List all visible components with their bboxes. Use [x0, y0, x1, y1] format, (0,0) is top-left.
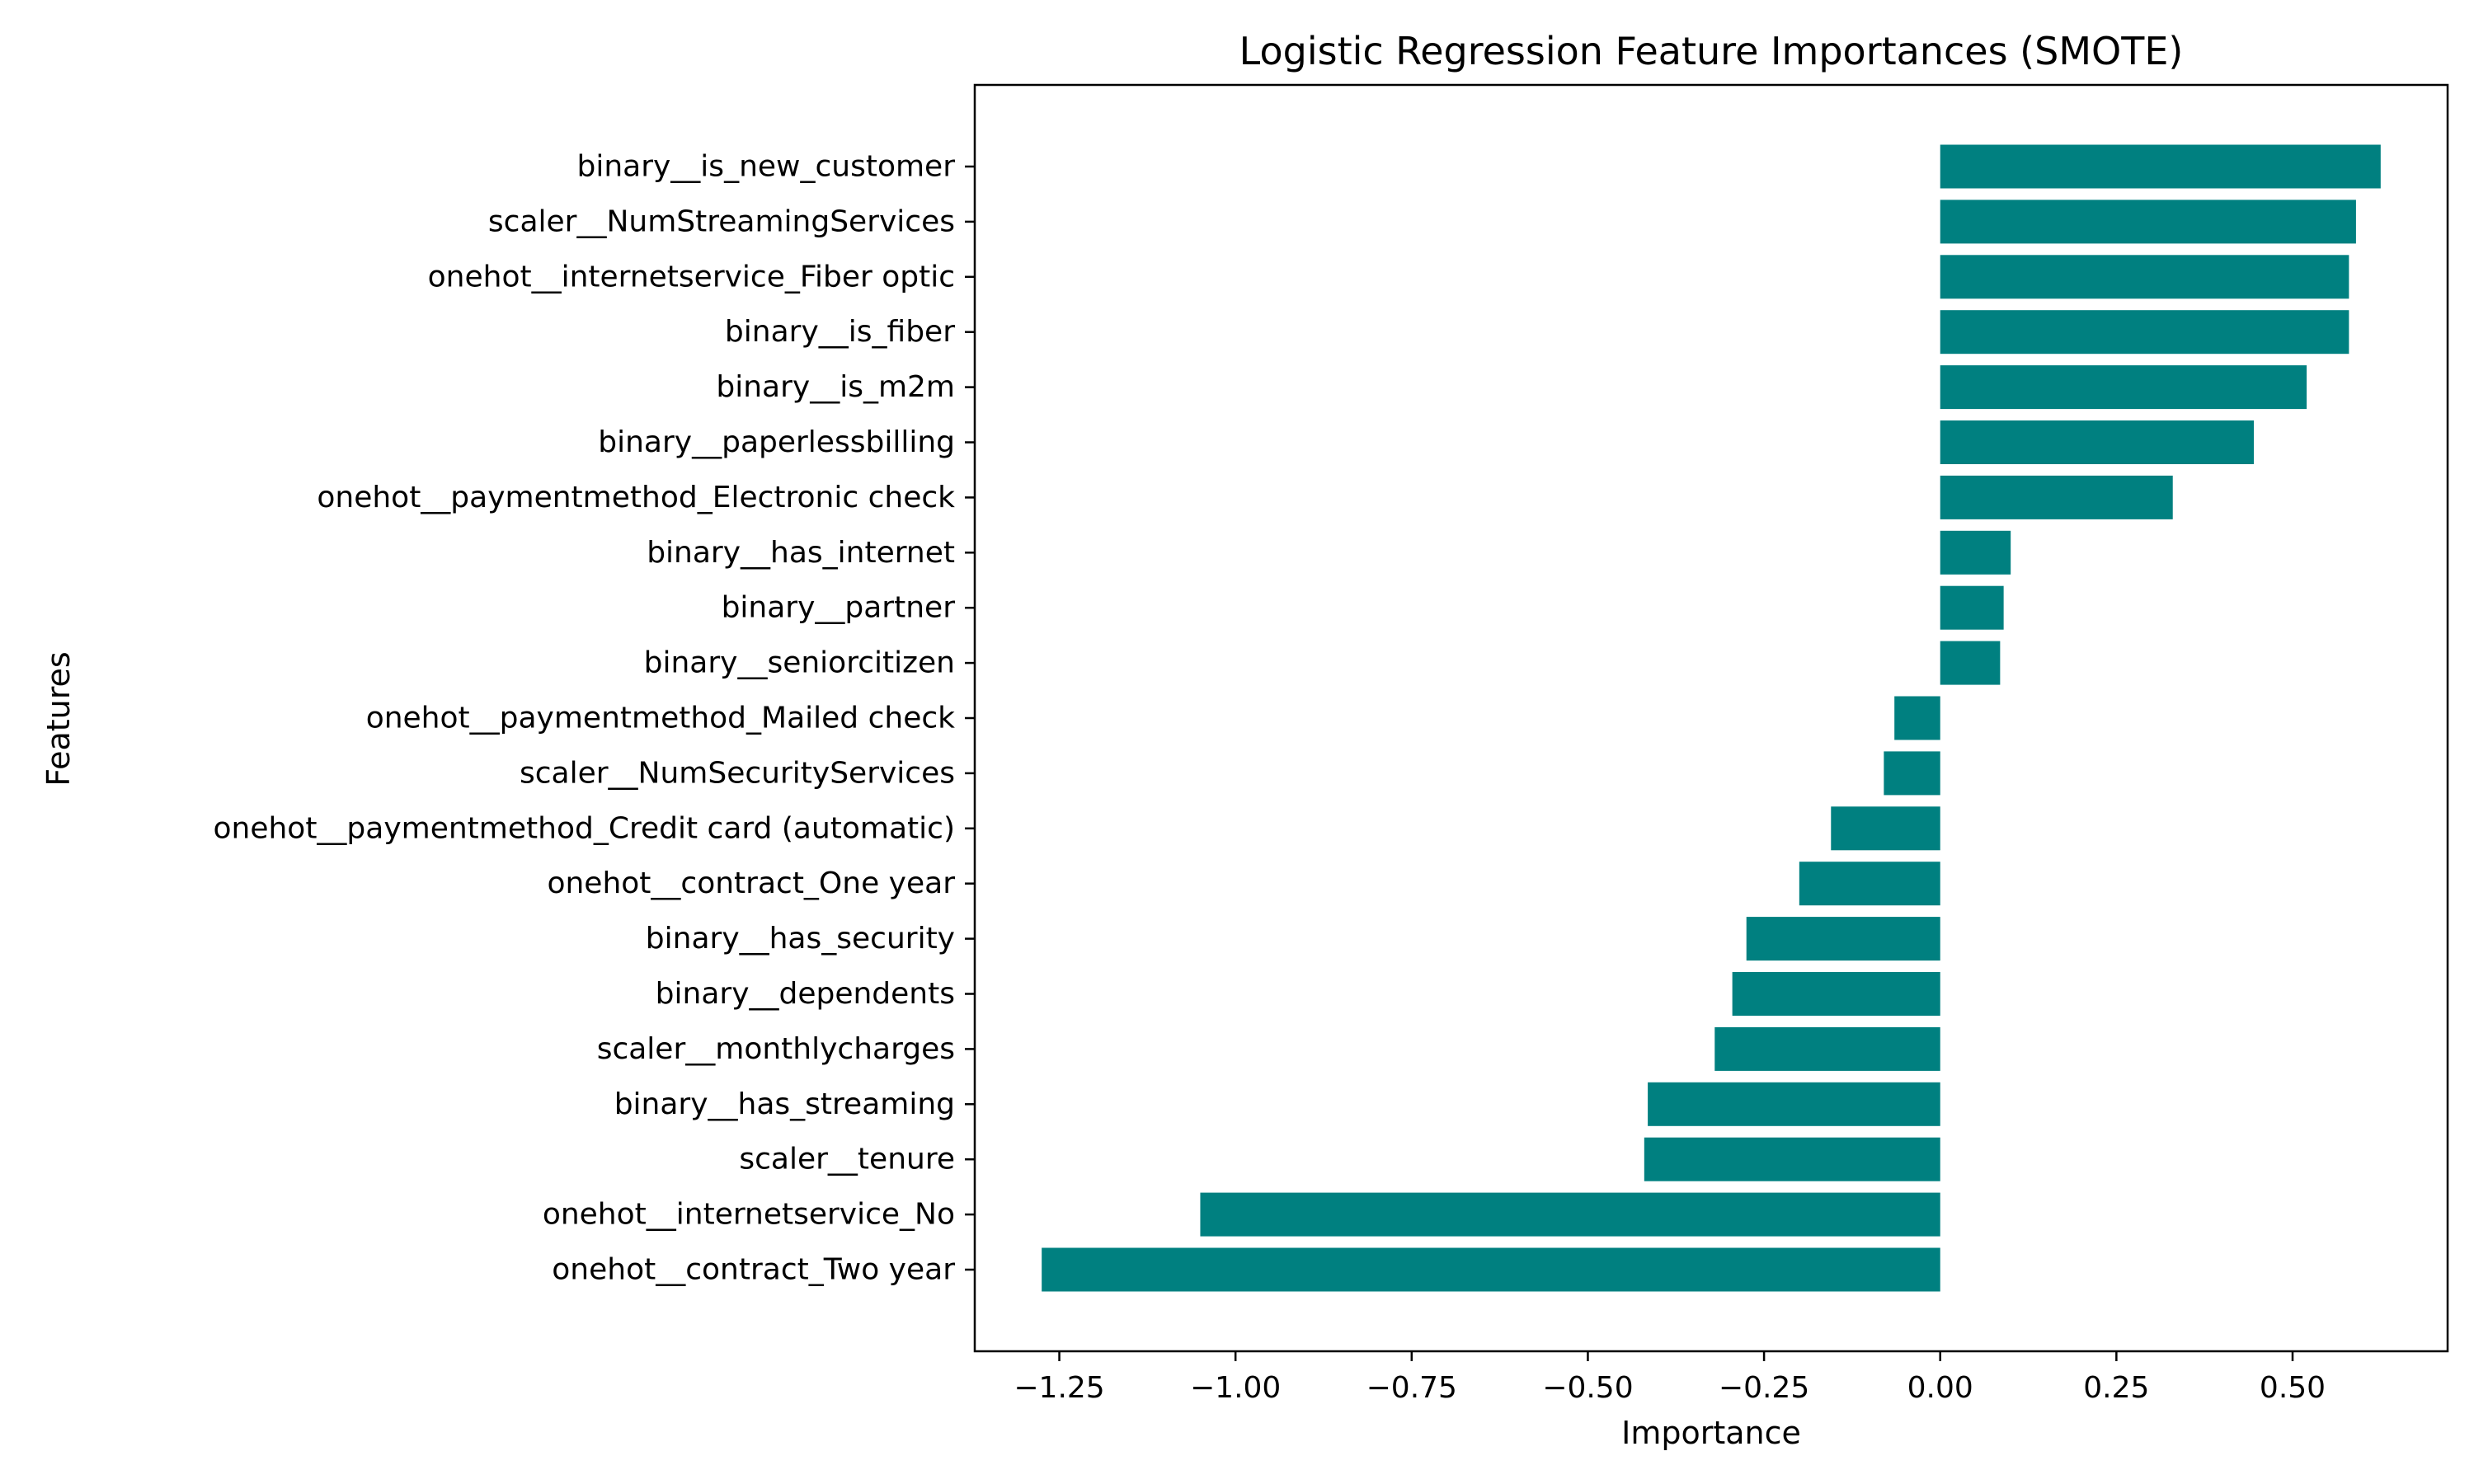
bar — [1940, 365, 2307, 410]
bar — [1644, 1137, 1940, 1181]
y-tick-label: onehot__internetservice_Fiber optic — [428, 260, 955, 294]
x-tick-label: −0.75 — [1366, 1371, 1457, 1405]
bar — [1940, 144, 2381, 189]
y-tick-label: binary__dependents — [656, 977, 955, 1011]
x-tick-label: −1.00 — [1190, 1371, 1281, 1405]
bar — [1831, 806, 1940, 851]
y-tick-labels: binary__is_new_customer scaler__NumStream… — [213, 150, 975, 1287]
bar — [1940, 641, 2001, 685]
y-tick-label: onehot__contract_One year — [547, 866, 955, 900]
x-tick-label: 0.50 — [2260, 1371, 2326, 1405]
y-tick-label: binary__is_new_customer — [576, 150, 955, 184]
y-tick-label: binary__has_security — [646, 922, 955, 956]
bar — [1940, 255, 2349, 299]
y-tick-label: onehot__paymentmethod_Electronic check — [317, 481, 955, 514]
x-tick-label: 0.25 — [2083, 1371, 2149, 1405]
y-tick-label: binary__partner — [722, 591, 956, 625]
bar — [1940, 420, 2254, 464]
bar — [1940, 200, 2356, 244]
bar — [1714, 1026, 1940, 1071]
y-tick-label: scaler__tenure — [739, 1143, 955, 1176]
y-tick-label: binary__is_fiber — [725, 315, 955, 349]
x-tick-label: −1.25 — [1014, 1371, 1104, 1405]
bar — [1799, 862, 1940, 906]
bar — [1940, 475, 2173, 519]
y-axis-label: Features — [40, 651, 77, 786]
bar — [1894, 696, 1940, 740]
y-tick-label: binary__paperlessbilling — [598, 425, 955, 459]
bars-group — [1042, 144, 2381, 1292]
x-tick-label: −0.25 — [1719, 1371, 1809, 1405]
x-tick-label: 0.00 — [1907, 1371, 1973, 1405]
y-tick-label: binary__seniorcitizen — [644, 646, 955, 680]
y-tick-label: binary__has_internet — [647, 536, 955, 570]
bar — [1940, 530, 2011, 575]
x-axis: −1.25 −1.00 −0.75 −0.50 −0.25 0.00 0.25 0.50 — [1014, 1351, 2326, 1405]
bar — [1648, 1082, 1940, 1126]
bar — [1940, 585, 2004, 630]
y-tick-label: binary__has_streaming — [614, 1087, 955, 1121]
bar — [1884, 751, 1940, 796]
y-tick-label: scaler__NumSecurityServices — [520, 756, 955, 790]
x-tick-label: −0.50 — [1542, 1371, 1633, 1405]
bar — [1746, 917, 1940, 961]
chart-title: Logistic Regression Feature Importances … — [1239, 29, 2184, 73]
x-axis-label: Importance — [1621, 1415, 1801, 1451]
y-tick-label: scaler__NumStreamingServices — [488, 204, 955, 238]
plot-frame — [973, 83, 2449, 1353]
y-tick-label: onehot__contract_Two year — [552, 1253, 955, 1287]
bar — [1940, 310, 2349, 355]
y-tick-label: scaler__monthlycharges — [597, 1032, 955, 1066]
bar — [1200, 1192, 1940, 1237]
y-tick-label: onehot__internetservice_No — [543, 1198, 955, 1232]
y-tick-label: onehot__paymentmethod_Credit card (autom… — [213, 811, 955, 845]
bar — [1042, 1247, 1940, 1292]
bar — [1732, 972, 1940, 1016]
y-tick-label: binary__is_m2m — [716, 370, 955, 404]
y-tick-label: onehot__paymentmethod_Mailed check — [366, 702, 955, 735]
